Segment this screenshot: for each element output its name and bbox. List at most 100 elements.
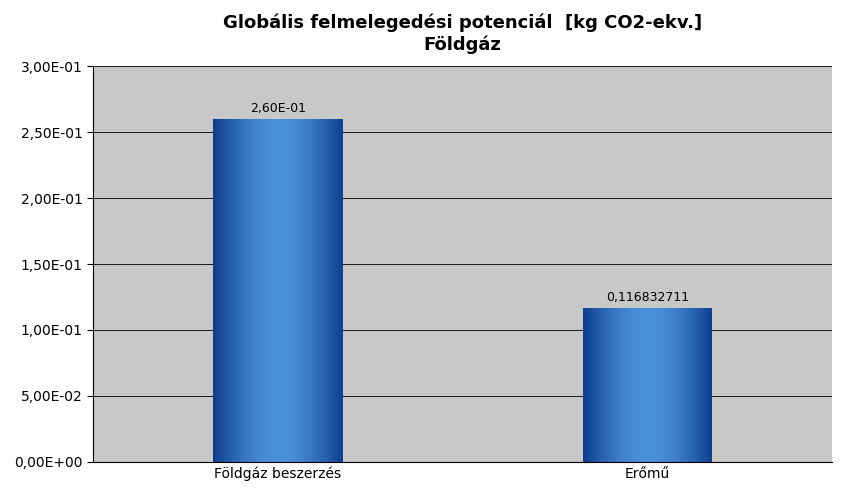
Bar (318, 119, 320, 462)
Bar (691, 308, 693, 462)
Bar (658, 308, 661, 462)
Bar (268, 119, 270, 462)
Bar (321, 119, 323, 462)
Bar (678, 308, 680, 462)
Bar (308, 119, 310, 462)
Bar (644, 308, 646, 462)
Bar (683, 308, 685, 462)
Bar (311, 119, 314, 462)
Bar (256, 119, 259, 462)
Bar (331, 119, 333, 462)
Bar (258, 119, 261, 462)
Bar (295, 119, 298, 462)
Bar (660, 308, 662, 462)
Text: 2,60E-01: 2,60E-01 (250, 102, 305, 115)
Bar (233, 119, 234, 462)
Bar (288, 119, 289, 462)
Bar (265, 119, 266, 462)
Bar (629, 308, 631, 462)
Bar (707, 308, 709, 462)
Bar (305, 119, 307, 462)
Bar (605, 308, 607, 462)
Bar (250, 119, 252, 462)
Bar (320, 119, 321, 462)
Bar (228, 119, 229, 462)
Bar (695, 308, 696, 462)
Bar (235, 119, 238, 462)
Bar (266, 119, 268, 462)
Bar (215, 119, 217, 462)
Bar (279, 119, 281, 462)
Bar (668, 308, 670, 462)
Bar (686, 308, 688, 462)
Bar (587, 308, 590, 462)
Bar (323, 119, 325, 462)
Bar (292, 119, 294, 462)
Bar (636, 308, 638, 462)
Bar (231, 119, 233, 462)
Bar (649, 308, 651, 462)
Bar (247, 119, 249, 462)
Bar (270, 119, 272, 462)
Bar (607, 308, 609, 462)
Bar (274, 119, 277, 462)
Bar (596, 308, 597, 462)
Bar (297, 119, 299, 462)
Bar (263, 119, 265, 462)
Bar (709, 308, 711, 462)
Bar (608, 308, 611, 462)
Bar (327, 119, 328, 462)
Bar (618, 308, 620, 462)
Bar (290, 119, 293, 462)
Bar (299, 119, 300, 462)
Bar (700, 308, 703, 462)
Bar (612, 308, 613, 462)
Bar (657, 308, 659, 462)
Bar (623, 308, 625, 462)
Bar (219, 119, 222, 462)
Bar (583, 308, 585, 462)
Bar (249, 119, 250, 462)
Bar (592, 308, 594, 462)
Bar (253, 119, 255, 462)
Bar (229, 119, 231, 462)
Bar (284, 119, 286, 462)
Bar (689, 308, 691, 462)
Bar (289, 119, 291, 462)
Bar (602, 308, 604, 462)
Bar (597, 308, 599, 462)
Bar (327, 119, 330, 462)
Bar (610, 308, 612, 462)
Bar (679, 308, 682, 462)
Bar (624, 308, 627, 462)
Bar (695, 308, 698, 462)
Bar (647, 308, 649, 462)
Bar (665, 308, 667, 462)
Bar (594, 308, 596, 462)
Bar (626, 308, 629, 462)
Bar (329, 119, 332, 462)
Bar (601, 308, 602, 462)
Bar (261, 119, 263, 462)
Bar (252, 119, 254, 462)
Bar (589, 308, 591, 462)
Bar (673, 308, 675, 462)
Bar (585, 308, 586, 462)
Bar (613, 308, 615, 462)
Bar (681, 308, 684, 462)
Bar (663, 308, 666, 462)
Bar (281, 119, 283, 462)
Bar (693, 308, 695, 462)
Bar (334, 119, 336, 462)
Bar (711, 308, 712, 462)
Bar (603, 308, 606, 462)
Bar (640, 308, 643, 462)
Bar (294, 119, 296, 462)
Bar (645, 308, 648, 462)
Bar (670, 308, 672, 462)
Bar (239, 119, 241, 462)
Bar (651, 308, 652, 462)
Bar (224, 119, 226, 462)
Bar (667, 308, 668, 462)
Bar (234, 119, 236, 462)
